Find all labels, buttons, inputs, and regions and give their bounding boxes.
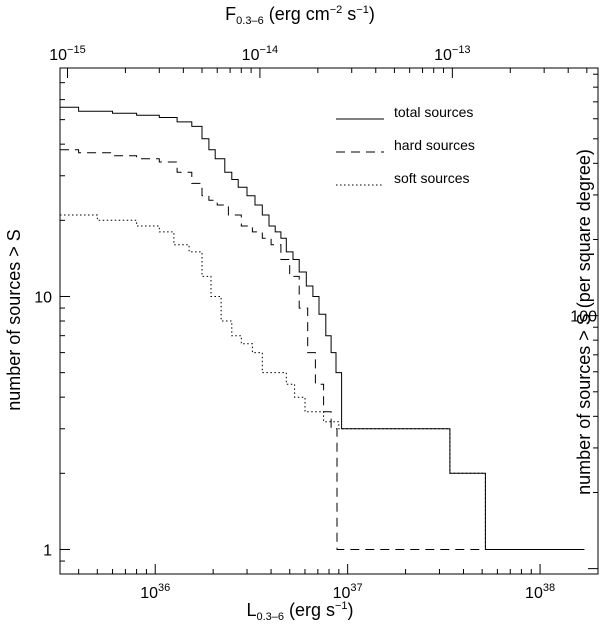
series-soft-sources: [60, 214, 585, 550]
right-tick-labels: 100: [570, 309, 597, 326]
legend-label: total sources: [394, 104, 473, 120]
right-tick-label: 100: [570, 309, 597, 326]
series-hard-sources: [60, 149, 585, 550]
x-tick-label: 1037: [333, 582, 363, 602]
top-axis-label: F0.3–6 (erg cm−2 s−1): [225, 4, 375, 27]
series-lines: [60, 106, 585, 550]
x-tick-label: 1038: [525, 582, 555, 602]
plot-frame: [59, 67, 599, 575]
top-tick-label: 10−13: [434, 44, 470, 64]
y-axis-label: number of sources > S: [4, 229, 24, 411]
y-tick-labels: 1 10: [34, 289, 52, 559]
y-tick-label: 1: [43, 542, 52, 559]
right-axis-label: number of sources > S (per square degree…: [574, 149, 594, 495]
series-total-sources: [60, 106, 585, 550]
legend-label: hard sources: [394, 137, 475, 153]
top-tick-labels: 10−15 10−14 10−13: [49, 44, 470, 64]
axis-ticks: [60, 67, 599, 575]
top-tick-label: 10−15: [49, 44, 85, 64]
top-tick-label: 10−14: [242, 44, 278, 64]
y-tick-label: 10: [34, 289, 52, 306]
x-tick-labels: 1036 1037 1038: [140, 582, 555, 602]
x-axis-label: L0.3–6 (erg s−1): [246, 600, 353, 623]
legend: total sources hard sources soft sources: [336, 104, 475, 186]
legend-label: soft sources: [394, 170, 469, 186]
x-tick-label: 1036: [140, 582, 170, 602]
